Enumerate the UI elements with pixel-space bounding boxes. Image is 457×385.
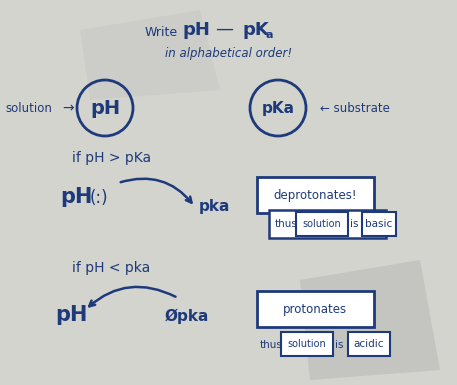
Text: acidic: acidic <box>354 339 384 349</box>
Text: pH: pH <box>183 21 211 39</box>
FancyBboxPatch shape <box>269 210 386 238</box>
Text: solution: solution <box>287 339 326 349</box>
Text: solution: solution <box>5 102 52 114</box>
Text: deprotonates!: deprotonates! <box>273 189 357 201</box>
Polygon shape <box>80 10 220 100</box>
FancyBboxPatch shape <box>296 212 348 236</box>
Text: in alphabetical order!: in alphabetical order! <box>165 47 292 60</box>
Text: is: is <box>335 340 344 350</box>
Text: a: a <box>265 30 272 40</box>
Text: pka: pka <box>199 199 230 214</box>
Text: pK: pK <box>242 21 269 39</box>
Text: Øpka: Øpka <box>165 308 209 324</box>
FancyBboxPatch shape <box>257 291 374 327</box>
Text: solution: solution <box>303 219 341 229</box>
Text: —: — <box>215 20 233 38</box>
Text: pH: pH <box>60 187 92 207</box>
FancyBboxPatch shape <box>362 212 396 236</box>
Text: →: → <box>62 101 74 115</box>
Polygon shape <box>300 260 440 380</box>
Text: thus: thus <box>275 219 298 229</box>
Text: if pH < pka: if pH < pka <box>72 261 150 275</box>
FancyBboxPatch shape <box>257 177 374 213</box>
Text: protonates: protonates <box>283 303 347 315</box>
Text: Write: Write <box>145 25 178 38</box>
Text: is: is <box>350 219 358 229</box>
Text: pH: pH <box>90 99 120 117</box>
FancyBboxPatch shape <box>348 332 390 356</box>
Text: pKa: pKa <box>261 100 294 115</box>
Text: if pH > pKa: if pH > pKa <box>72 151 151 165</box>
FancyBboxPatch shape <box>281 332 333 356</box>
Text: ← substrate: ← substrate <box>320 102 390 114</box>
Text: basic: basic <box>366 219 393 229</box>
Text: (:): (:) <box>90 189 109 207</box>
Text: thus: thus <box>260 340 283 350</box>
Text: pH: pH <box>55 305 87 325</box>
